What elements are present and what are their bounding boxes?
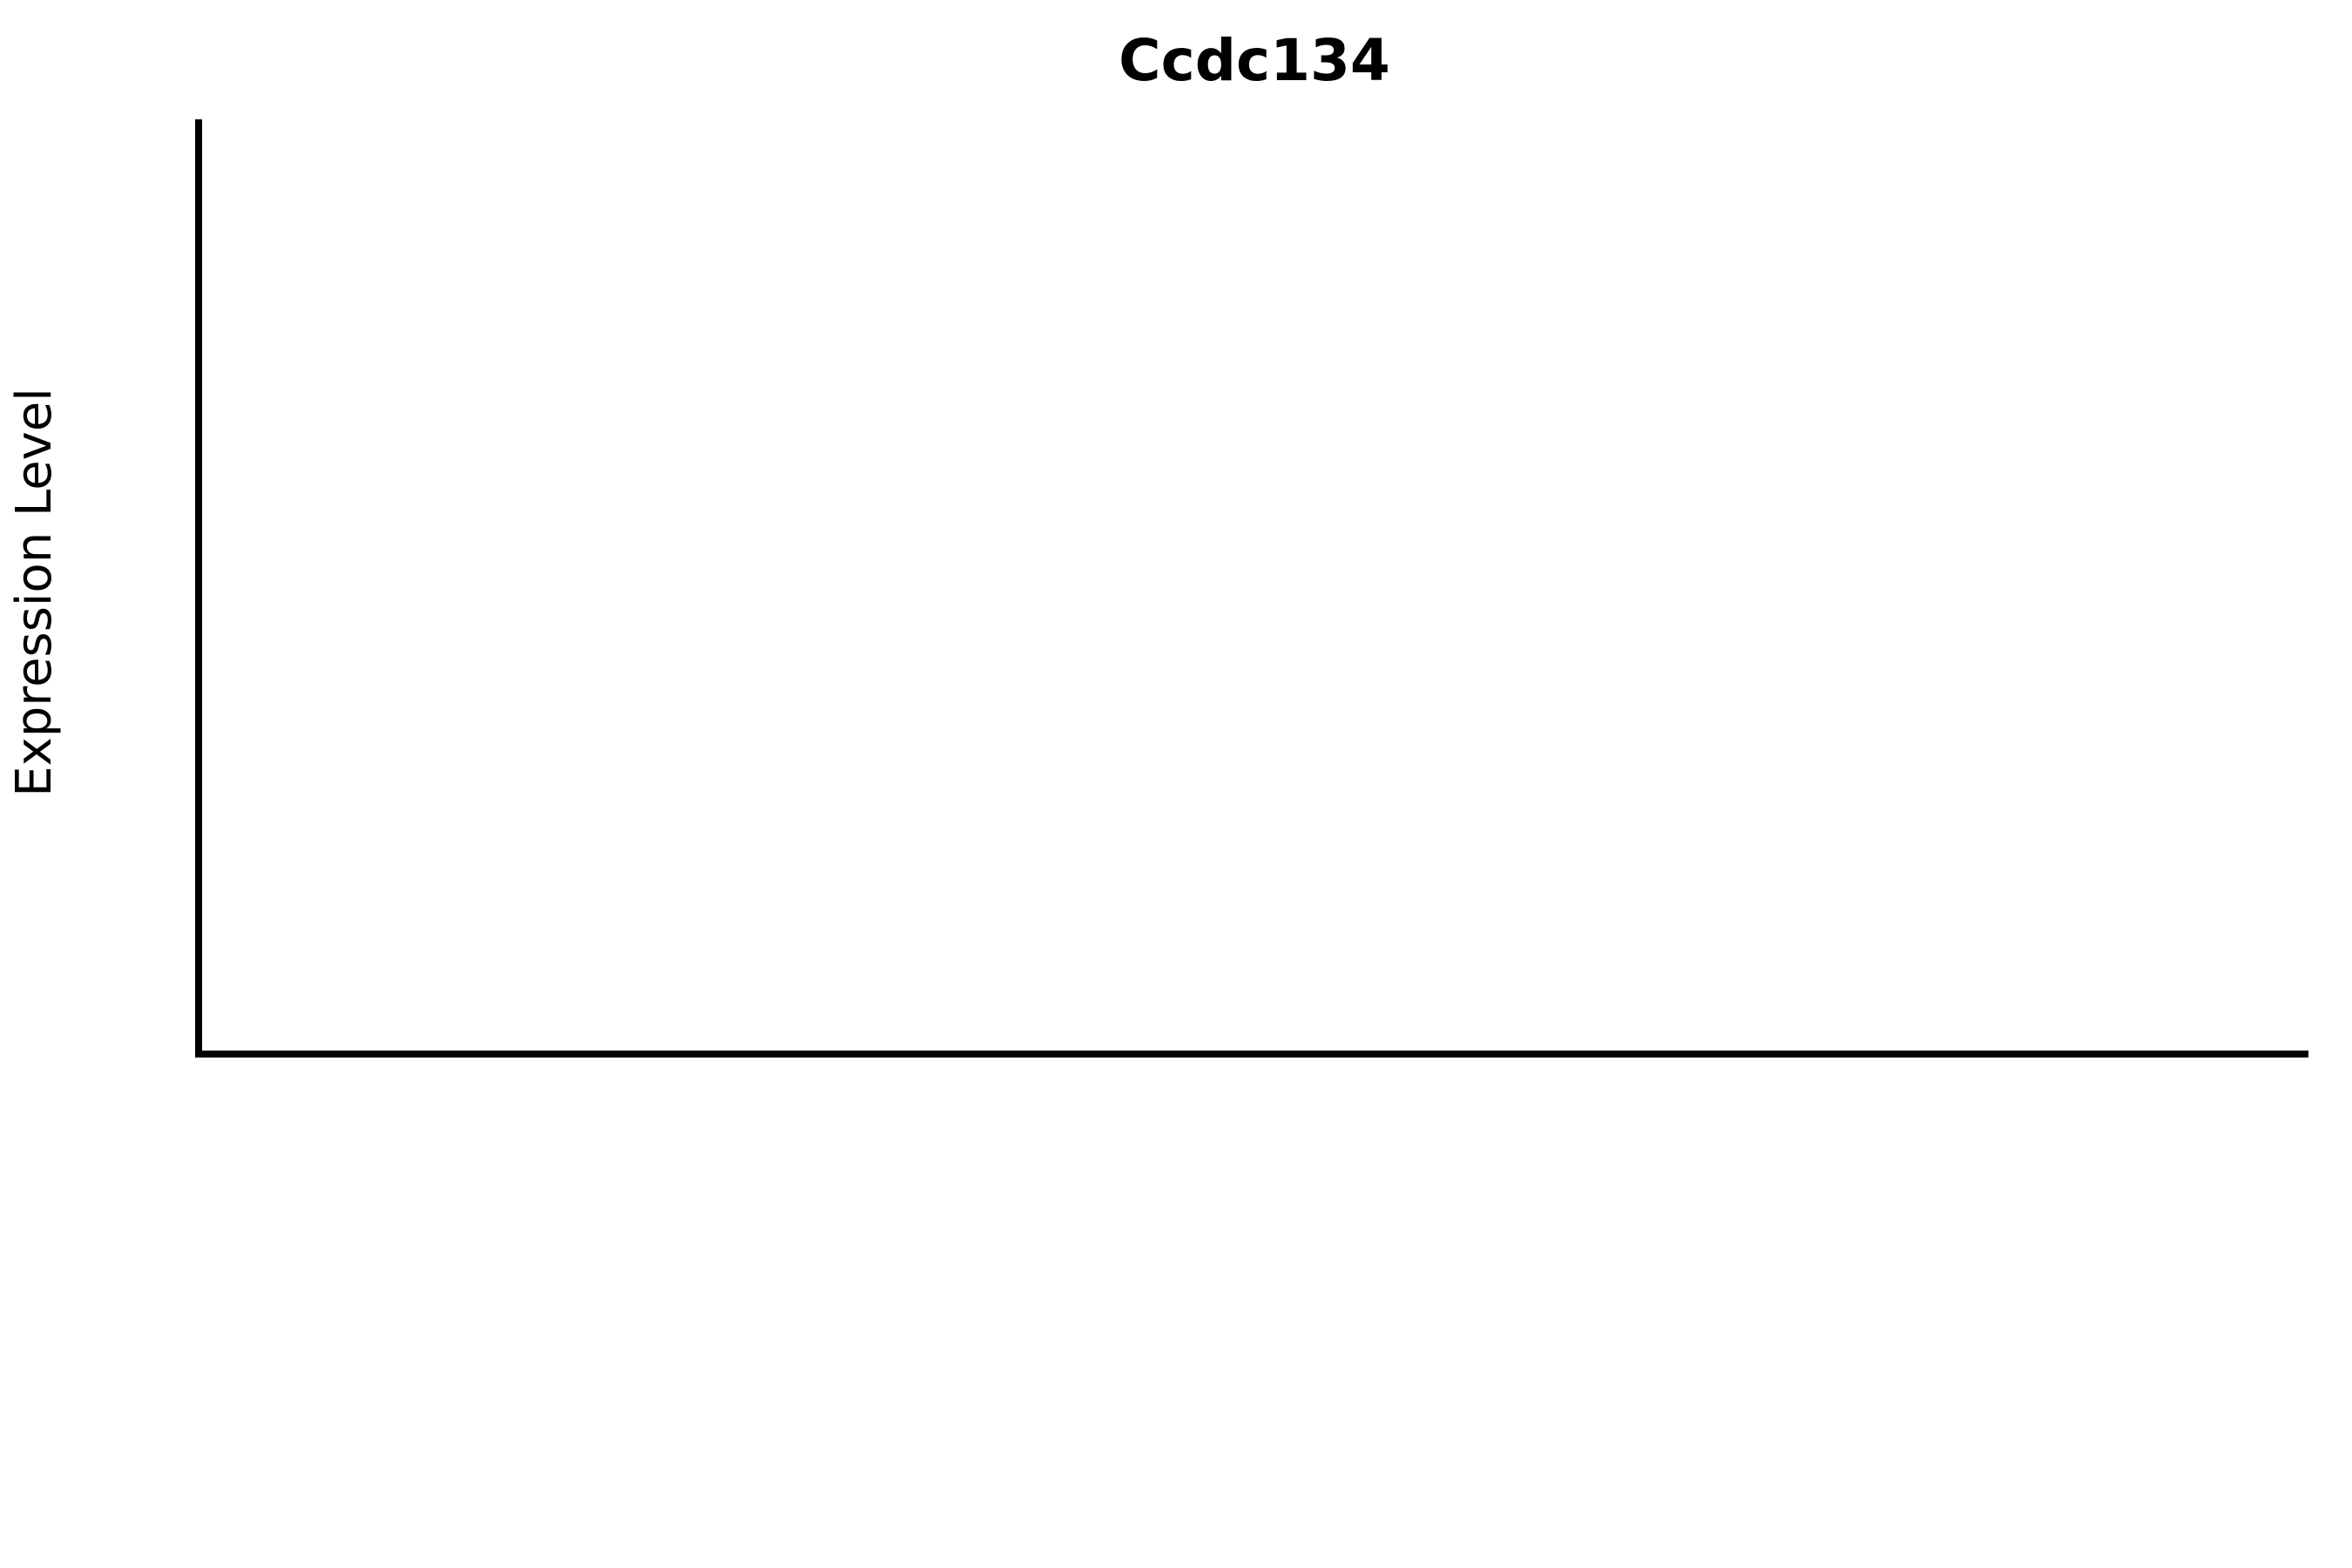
y-axis-label: Expression Level — [6, 388, 63, 797]
chart-title: Ccdc134 — [1119, 27, 1390, 94]
